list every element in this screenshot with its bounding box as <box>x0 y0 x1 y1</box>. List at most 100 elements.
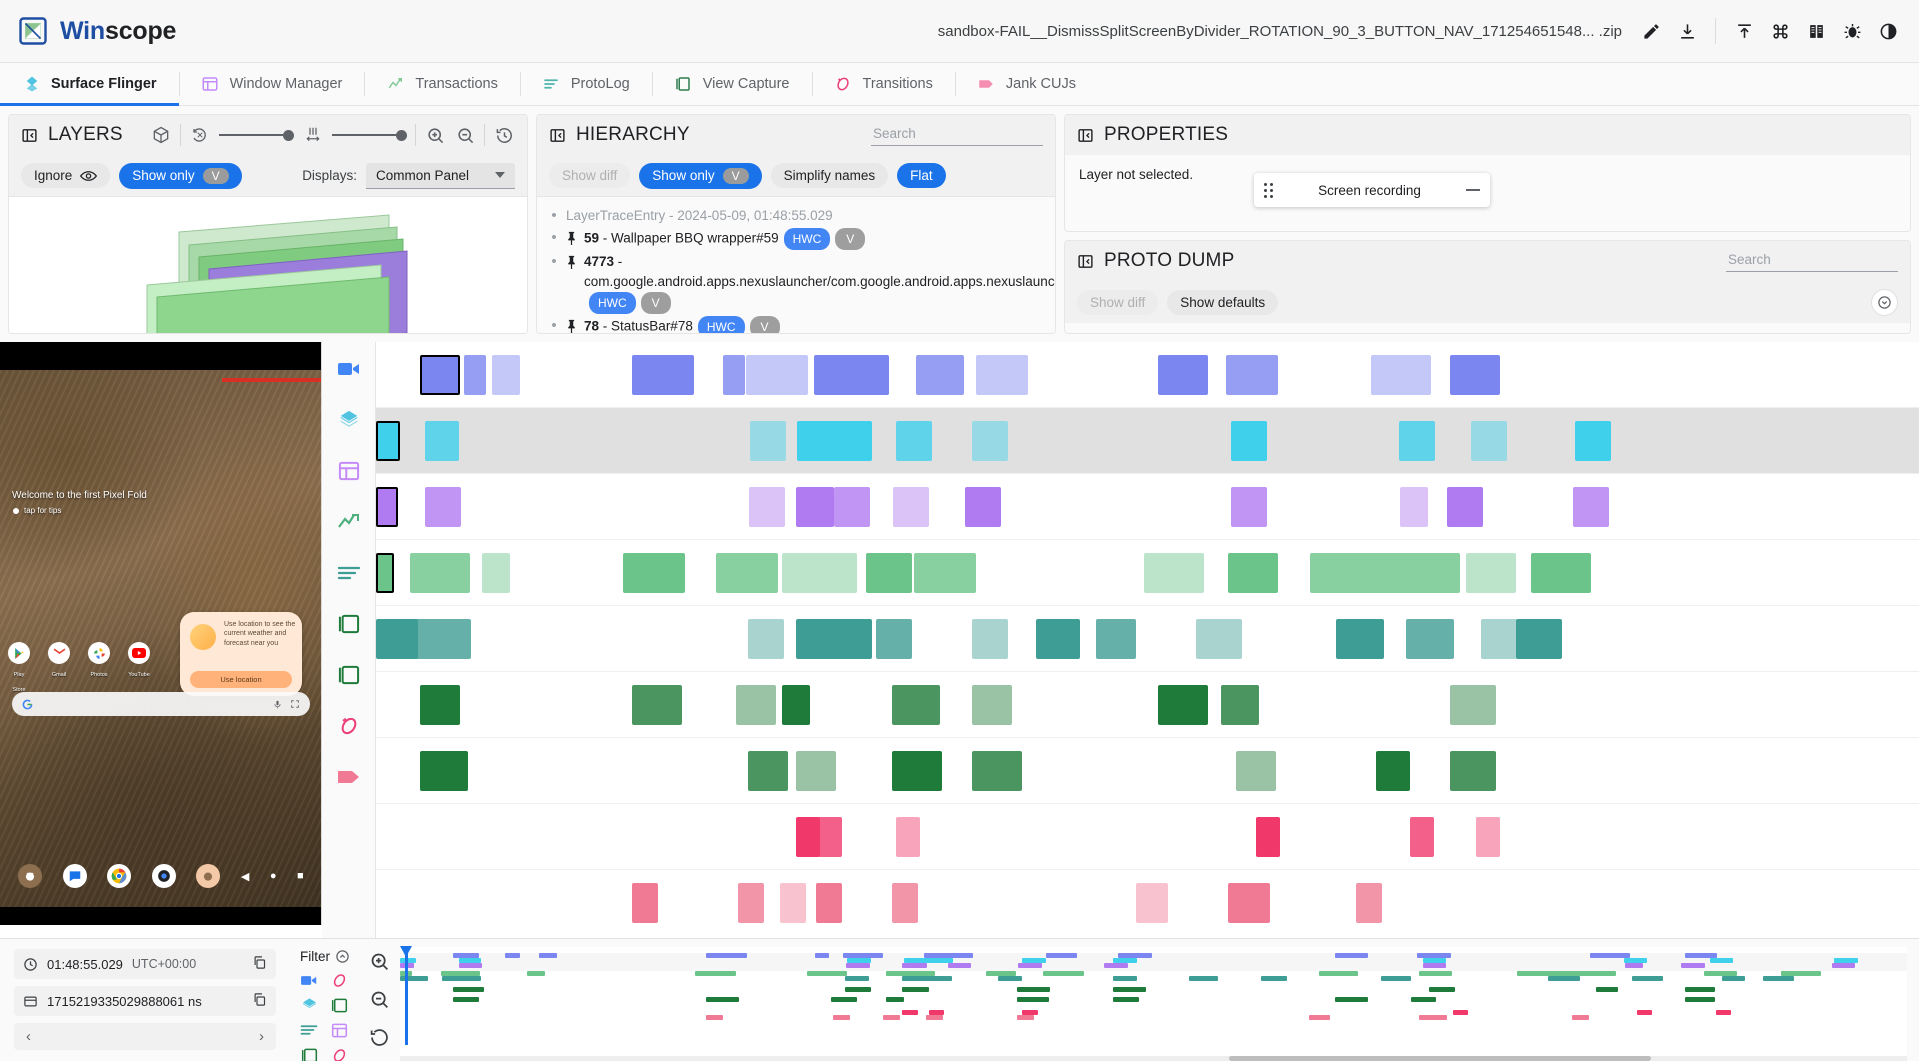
timeline-entry[interactable] <box>796 817 820 857</box>
timeline-entry[interactable] <box>1228 553 1278 593</box>
filter-transactions-icon[interactable] <box>298 1044 320 1061</box>
reset-zoom-icon[interactable] <box>493 124 515 146</box>
layers-show-only-button[interactable]: Show only V <box>119 162 242 189</box>
hierarchy-search-field[interactable] <box>871 124 1043 146</box>
timeline-entry[interactable] <box>1144 553 1204 593</box>
timeline-entry[interactable] <box>716 553 778 593</box>
app-youtube[interactable]: YouTube <box>128 642 150 694</box>
timeline-entry[interactable] <box>632 685 682 725</box>
dock-chrome-icon[interactable] <box>107 864 132 888</box>
3d-view-icon[interactable] <box>150 124 172 146</box>
hierarchy-show-only-button[interactable]: Show only V <box>639 162 762 189</box>
timeline-entry[interactable] <box>796 751 836 791</box>
ignore-button[interactable]: Ignore <box>21 163 111 188</box>
timeline-entry[interactable] <box>411 619 471 659</box>
nav-back-button[interactable]: ◀ <box>240 870 250 883</box>
timeline-scrollbar[interactable] <box>400 1056 1907 1061</box>
view-capture-trace-icon[interactable] <box>336 611 362 637</box>
timeline-entry[interactable] <box>746 355 808 395</box>
timeline-entry[interactable] <box>420 685 460 725</box>
timeline-entry[interactable] <box>914 553 976 593</box>
timeline-entry[interactable] <box>376 553 394 593</box>
timeline-entry[interactable] <box>1466 553 1516 593</box>
timeline-entry[interactable] <box>748 751 788 791</box>
timeline-entry[interactable] <box>834 487 870 527</box>
timeline-zoom-out-icon[interactable] <box>369 989 391 1011</box>
timeline-entry[interactable] <box>1516 619 1562 659</box>
surface-flinger-trace-icon[interactable] <box>336 407 362 433</box>
timeline-rows[interactable] <box>376 342 1919 925</box>
timeline-entry[interactable] <box>1406 619 1454 659</box>
timeline-entry[interactable] <box>972 421 1008 461</box>
timeline-entry[interactable] <box>1226 355 1278 395</box>
timeline-entry[interactable] <box>1447 487 1483 527</box>
timeline-entry[interactable] <box>1136 883 1168 923</box>
timeline-entry[interactable] <box>749 487 785 527</box>
timeline-entry[interactable] <box>818 817 842 857</box>
proto-dump-search-input[interactable] <box>1726 250 1898 268</box>
edit-filename-icon[interactable] <box>1634 14 1668 48</box>
tab-jank-cujs[interactable]: Jank CUJs <box>954 63 1098 105</box>
timeline-entry[interactable] <box>1400 487 1428 527</box>
pin-icon[interactable] <box>566 231 577 245</box>
timeline-row[interactable] <box>376 474 1919 540</box>
timeline-entry[interactable] <box>1471 421 1507 461</box>
nav-home-button[interactable]: ● <box>269 870 277 882</box>
timeline-reset-zoom-icon[interactable] <box>369 1027 391 1049</box>
filter-toggle[interactable]: Filter <box>300 949 350 964</box>
jank-cujs-trace-icon[interactable] <box>336 764 362 790</box>
timeline-entry[interactable] <box>782 685 810 725</box>
timeline-row[interactable] <box>376 342 1919 408</box>
dock-app-1-icon[interactable] <box>18 864 43 888</box>
tab-surface-flinger[interactable]: Surface Flinger <box>0 63 179 106</box>
filter-jank-icon[interactable] <box>328 1044 350 1061</box>
timeline-entry[interactable] <box>376 487 398 527</box>
timeline-entry[interactable] <box>1450 751 1496 791</box>
timeline-entry[interactable] <box>1371 355 1431 395</box>
transactions-trace-icon[interactable] <box>336 509 362 535</box>
timeline-entry[interactable] <box>376 421 400 461</box>
timeline-entry[interactable] <box>1399 421 1435 461</box>
timeline-entry[interactable] <box>876 619 912 659</box>
filter-transitions-icon[interactable] <box>328 969 350 991</box>
timeline-entry[interactable] <box>425 487 461 527</box>
filter-window-manager-icon[interactable] <box>328 1019 350 1041</box>
zoom-out-icon[interactable] <box>454 124 476 146</box>
dock-camera-icon[interactable] <box>151 864 176 888</box>
timeline-entry[interactable] <box>796 619 872 659</box>
timeline-entry[interactable] <box>1376 751 1410 791</box>
timeline-row[interactable] <box>376 408 1919 474</box>
upload-icon[interactable] <box>1727 14 1761 48</box>
nav-recents-button[interactable]: ■ <box>296 870 304 882</box>
timeline-entry[interactable] <box>916 355 964 395</box>
screen-recording-preview[interactable]: Welcome to the first Pixel Fold tap for … <box>0 342 322 925</box>
hierarchy-show-diff-button[interactable]: Show diff <box>549 163 631 188</box>
tree-node-4773[interactable]: • 4773 - com.google.android.apps.nexusla… <box>549 251 1055 315</box>
timeline-entry[interactable] <box>780 883 806 923</box>
timeline-entry[interactable] <box>1036 619 1080 659</box>
timeline-entry[interactable] <box>893 487 929 527</box>
timeline-entry[interactable] <box>896 817 920 857</box>
timeline-entry[interactable] <box>1410 817 1434 857</box>
timeline-entry[interactable] <box>1221 685 1259 725</box>
expand-all-icon[interactable] <box>1871 288 1898 316</box>
timeline-entry[interactable] <box>632 355 694 395</box>
previous-entry-icon[interactable]: ‹ <box>26 1028 31 1045</box>
layers-3d-canvas[interactable] <box>9 197 527 333</box>
timeline-row[interactable] <box>376 870 1919 925</box>
timeline-entry[interactable] <box>1575 421 1611 461</box>
minimize-icon[interactable] <box>1466 189 1480 191</box>
screen-recording-widget[interactable]: Screen recording <box>1254 173 1490 207</box>
timeline-entry[interactable] <box>1231 421 1267 461</box>
tab-view-capture[interactable]: View Capture <box>651 63 812 105</box>
timeline-entry[interactable] <box>750 421 786 461</box>
collapse-panel-icon[interactable] <box>549 127 566 144</box>
timeline-row[interactable] <box>376 672 1919 738</box>
timeline-entry[interactable] <box>492 355 520 395</box>
timeline-entry[interactable] <box>796 487 834 527</box>
timeline-entry[interactable] <box>814 355 889 395</box>
timeline-entry[interactable] <box>1573 487 1609 527</box>
proto-show-defaults-button[interactable]: Show defaults <box>1167 289 1279 315</box>
timeline-entry[interactable] <box>723 355 745 395</box>
filter-protolog-icon[interactable] <box>298 1019 320 1041</box>
